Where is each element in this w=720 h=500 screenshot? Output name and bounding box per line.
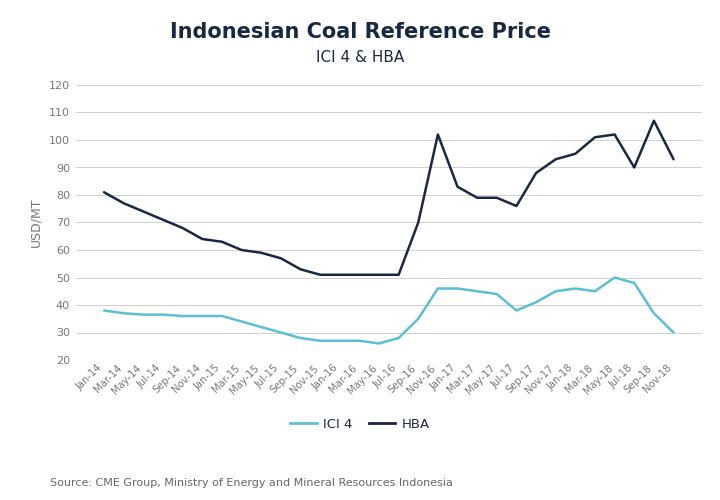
ICI 4: [532, 299, 541, 305]
ICI 4: [395, 335, 403, 341]
Y-axis label: USD/MT: USD/MT: [29, 198, 42, 247]
ICI 4: [492, 291, 501, 297]
HBA: [237, 247, 246, 253]
HBA: [669, 156, 678, 162]
ICI 4: [433, 286, 442, 292]
ICI 4: [158, 312, 167, 318]
ICI 4: [198, 313, 207, 319]
ICI 4: [374, 340, 383, 346]
ICI 4: [571, 286, 580, 292]
HBA: [395, 272, 403, 278]
HBA: [433, 132, 442, 138]
HBA: [512, 203, 521, 209]
HBA: [158, 217, 167, 223]
HBA: [179, 225, 187, 231]
HBA: [532, 170, 541, 176]
Text: Source: CME Group, Ministry of Energy and Mineral Resources Indonesia: Source: CME Group, Ministry of Energy an…: [50, 478, 454, 488]
HBA: [257, 250, 266, 256]
HBA: [100, 189, 109, 195]
HBA: [355, 272, 364, 278]
HBA: [492, 194, 501, 200]
HBA: [217, 239, 226, 245]
HBA: [611, 132, 619, 138]
ICI 4: [473, 288, 482, 294]
ICI 4: [120, 310, 128, 316]
ICI 4: [257, 324, 266, 330]
Legend: ICI 4, HBA: ICI 4, HBA: [285, 412, 435, 436]
ICI 4: [355, 338, 364, 344]
ICI 4: [139, 312, 148, 318]
ICI 4: [552, 288, 560, 294]
HBA: [139, 208, 148, 214]
ICI 4: [630, 280, 639, 286]
ICI 4: [336, 338, 344, 344]
ICI 4: [296, 335, 305, 341]
HBA: [649, 118, 658, 124]
ICI 4: [316, 338, 325, 344]
Text: Indonesian Coal Reference Price: Indonesian Coal Reference Price: [169, 22, 551, 42]
ICI 4: [453, 286, 462, 292]
ICI 4: [512, 308, 521, 314]
HBA: [473, 194, 482, 200]
HBA: [120, 200, 128, 206]
HBA: [571, 150, 580, 156]
ICI 4: [649, 310, 658, 316]
HBA: [276, 255, 285, 261]
ICI 4: [611, 274, 619, 280]
HBA: [590, 134, 599, 140]
Line: ICI 4: ICI 4: [104, 278, 673, 344]
ICI 4: [179, 313, 187, 319]
HBA: [336, 272, 344, 278]
HBA: [552, 156, 560, 162]
HBA: [414, 220, 423, 226]
ICI 4: [414, 316, 423, 322]
ICI 4: [100, 308, 109, 314]
Line: HBA: HBA: [104, 120, 673, 275]
ICI 4: [276, 330, 285, 336]
HBA: [316, 272, 325, 278]
HBA: [296, 266, 305, 272]
Text: ICI 4 & HBA: ICI 4 & HBA: [316, 50, 404, 65]
ICI 4: [217, 313, 226, 319]
ICI 4: [669, 330, 678, 336]
ICI 4: [237, 318, 246, 324]
HBA: [453, 184, 462, 190]
HBA: [198, 236, 207, 242]
HBA: [374, 272, 383, 278]
HBA: [630, 164, 639, 170]
ICI 4: [590, 288, 599, 294]
